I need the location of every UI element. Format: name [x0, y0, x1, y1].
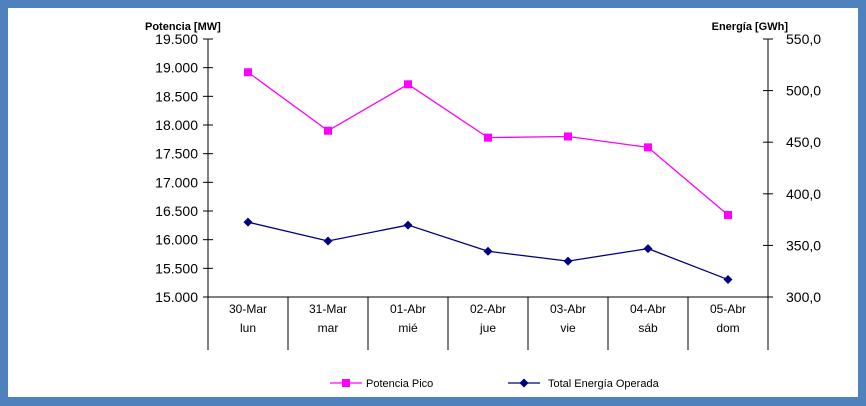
left-axis-tick-label: 15.000 [155, 289, 198, 305]
category-day-label: mié [398, 321, 418, 335]
data-point [403, 220, 413, 230]
legend-label: Total Energía Operada [548, 378, 660, 390]
data-point [243, 217, 253, 227]
category-date-label: 31-Mar [309, 302, 347, 316]
right-axis-tick-label: 350,0 [786, 237, 821, 253]
category-date-label: 05-Abr [710, 302, 746, 316]
plot-area [243, 68, 733, 285]
data-point [323, 236, 333, 246]
category-day-label: lun [240, 321, 256, 335]
category-day-label: mar [318, 321, 339, 335]
category-day-label: vie [560, 321, 576, 335]
legend-marker [519, 378, 529, 388]
data-point [244, 68, 252, 77]
right-axis-title: Energía [GWh] [712, 21, 789, 33]
left-axis-title: Potencia [MW] [145, 21, 221, 33]
series-1 [243, 217, 733, 285]
category-day-label: sáb [638, 321, 658, 335]
data-point [644, 143, 652, 152]
left-axis-tick-label: 18.000 [155, 117, 198, 133]
right-axis-tick-label: 500,0 [786, 83, 821, 99]
legend-item: Total Energía Operada [508, 378, 660, 390]
data-point [564, 132, 572, 141]
legend-label: Potencia Pico [366, 378, 433, 390]
data-point [404, 80, 412, 89]
series-0 [244, 68, 732, 220]
right-axis-tick-label: 450,0 [786, 134, 821, 150]
left-axis-tick-label: 17.000 [155, 174, 198, 190]
right-axis-tick-label: 400,0 [786, 186, 821, 202]
category-date-label: 30-Mar [229, 302, 267, 316]
axes: 15.000 15.500 16.000 16.500 17.000 17.500 18.0… [145, 21, 821, 350]
category-date-label: 02-Abr [470, 302, 506, 316]
left-axis-tick-label: 16.000 [155, 232, 198, 248]
left-axis-tick-label: 19.000 [155, 60, 198, 76]
legend-item: Potencia Pico [330, 378, 433, 390]
right-axis-tick-label: 550,0 [786, 31, 821, 47]
chart-frame: 15.000 15.500 16.000 16.500 17.000 17.500 18.0… [8, 8, 858, 397]
data-point [324, 126, 332, 135]
series-line [247, 71, 729, 216]
category-date-label: 03-Abr [550, 302, 586, 316]
data-point [643, 244, 653, 254]
legend-marker [342, 379, 350, 387]
data-point [483, 246, 493, 256]
data-point [563, 256, 573, 266]
legend: Potencia Pico Total Energía Operada [330, 378, 660, 390]
left-axis-tick-label: 17.500 [155, 146, 198, 162]
category-day-label: dom [716, 321, 739, 335]
left-axis-tick-label: 18.500 [155, 88, 198, 104]
category-date-label: 01-Abr [390, 302, 426, 316]
left-axis-tick-label: 19.500 [155, 31, 198, 47]
right-axis-tick-label: 300,0 [786, 289, 821, 305]
data-point [484, 133, 492, 142]
line-chart: 15.000 15.500 16.000 16.500 17.000 17.500 18.0… [145, 21, 821, 390]
data-point [723, 275, 733, 285]
left-axis-tick-label: 15.500 [155, 260, 198, 276]
left-axis-tick-label: 16.500 [155, 203, 198, 219]
category-day-label: jue [479, 321, 496, 335]
category-date-label: 04-Abr [630, 302, 666, 316]
data-point [724, 211, 732, 220]
